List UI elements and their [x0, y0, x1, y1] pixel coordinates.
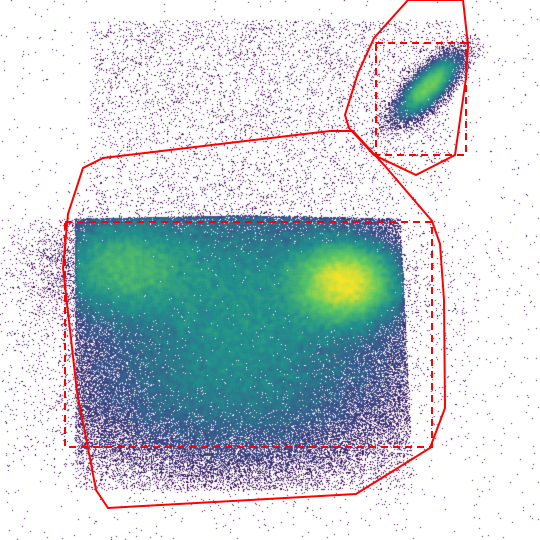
upper-right-rect [375, 42, 467, 156]
rect-gate [64, 221, 433, 448]
upper-right-gate [343, 0, 470, 177]
outer-gate [61, 130, 447, 510]
